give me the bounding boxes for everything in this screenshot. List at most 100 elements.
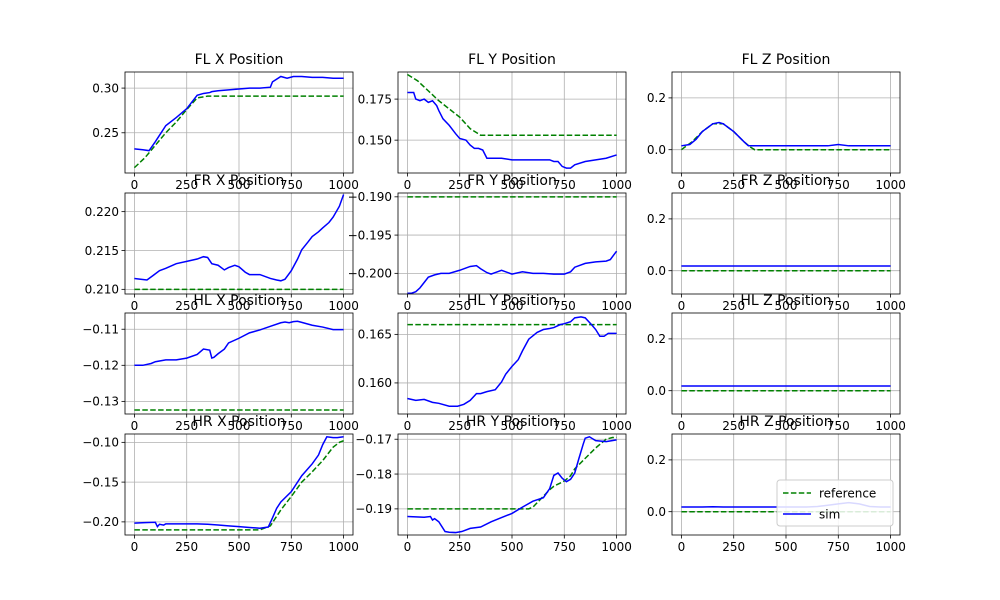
x-tick-label: 0	[678, 540, 686, 554]
x-tick-label: 0	[404, 299, 412, 313]
subplot-title: HL Y Position	[467, 293, 557, 309]
subplot-title: FR X Position	[194, 173, 285, 189]
x-tick-label: 500	[501, 540, 524, 554]
series-line-reference	[407, 73, 617, 136]
subplot-10: 0 250 500 750 1000 −0.17 −0.18 −0.19 HR Y Positi…	[355, 414, 632, 554]
y-tick-label: −0.12	[82, 359, 119, 373]
legend-label-reference: reference	[819, 487, 876, 501]
y-tick-label: 0.0	[647, 143, 666, 157]
x-tick-label: 250	[722, 178, 745, 192]
y-tick-label: −0.10	[82, 436, 119, 450]
y-tick-label: 0.210	[85, 283, 119, 297]
series-line-sim	[407, 435, 617, 534]
series-line-sim	[407, 250, 618, 294]
subplot-title: HR Y Position	[466, 414, 558, 430]
x-tick-label: 500	[228, 419, 251, 433]
subplot-title: HR Z Position	[739, 414, 832, 430]
y-tick-label: −0.18	[355, 467, 392, 481]
x-tick-label: 1000	[601, 419, 632, 433]
series-line-sim	[407, 316, 617, 407]
x-tick-label: 250	[448, 299, 471, 313]
subplot-7: 0 250 500 750 1000 0.160 0.165 HL Y Position	[358, 293, 632, 433]
subplot-0: 0 250 500 750 1000 0.25 0.30 FL X Position	[92, 52, 359, 192]
x-tick-label: 500	[775, 419, 798, 433]
subplot-title: FL X Position	[195, 52, 284, 68]
x-tick-label: 250	[722, 299, 745, 313]
y-tick-label: 0.0	[647, 384, 666, 398]
subplot-title: FR Y Position	[467, 173, 557, 189]
x-tick-label: 0	[404, 178, 412, 192]
x-tick-label: 250	[722, 419, 745, 433]
y-tick-label: 0.175	[358, 92, 392, 106]
series-line-reference	[134, 440, 344, 531]
y-tick-label: 0.165	[358, 328, 392, 342]
x-tick-label: 250	[175, 299, 198, 313]
series-line-sim	[681, 121, 891, 147]
y-tick-label: −0.195	[348, 228, 392, 242]
x-tick-label: 0	[131, 540, 139, 554]
x-tick-label: 0	[678, 299, 686, 313]
x-tick-label: 250	[175, 540, 198, 554]
series-line-sim	[134, 75, 344, 152]
x-tick-label: 1000	[328, 419, 359, 433]
x-tick-label: 1000	[601, 299, 632, 313]
x-tick-label: 0	[404, 419, 412, 433]
y-tick-label: −0.11	[82, 323, 119, 337]
y-tick-label: −0.15	[82, 475, 119, 489]
subplot-2: 0 250 500 750 1000 0.0 0.2 FL Z Position	[647, 52, 906, 192]
x-tick-label: 250	[448, 419, 471, 433]
x-tick-label: 500	[501, 419, 524, 433]
x-tick-label: 1000	[328, 178, 359, 192]
x-tick-label: 0	[131, 299, 139, 313]
x-tick-label: 250	[175, 419, 198, 433]
y-tick-label: −0.200	[348, 267, 392, 281]
y-tick-label: 0.0	[647, 505, 666, 519]
x-tick-label: 750	[280, 419, 303, 433]
series-line-sim	[134, 320, 344, 367]
subplot-3: 0 250 500 750 1000 0.210 0.215 0.220 FR X Positi…	[85, 173, 359, 313]
y-tick-label: 0.2	[647, 212, 666, 226]
subplot-1: 0 250 500 750 1000 0.150 0.175 FL Y Position	[358, 52, 632, 192]
x-tick-label: 500	[775, 299, 798, 313]
y-tick-label: −0.17	[355, 433, 392, 447]
subplot-title: FL Z Position	[742, 52, 831, 68]
y-tick-label: −0.19	[355, 502, 392, 516]
series-line-reference	[133, 95, 344, 169]
x-tick-label: 250	[448, 540, 471, 554]
x-tick-label: 750	[827, 299, 850, 313]
x-tick-label: 750	[553, 419, 576, 433]
x-tick-label: 1000	[601, 178, 632, 192]
subplot-8: 0 250 500 750 1000 0.0 0.2 HL Z Position	[647, 293, 906, 433]
y-tick-label: −0.13	[82, 395, 119, 409]
subplot-title: HL Z Position	[740, 293, 831, 309]
x-tick-label: 1000	[328, 299, 359, 313]
legend-label-sim: sim	[819, 508, 840, 522]
x-tick-label: 1000	[601, 540, 632, 554]
x-tick-label: 750	[553, 178, 576, 192]
x-tick-label: 750	[553, 540, 576, 554]
x-tick-label: 500	[228, 178, 251, 192]
subplot-6: 0 250 500 750 1000 −0.11 −0.12 −0.13 HL X Positi…	[82, 293, 359, 433]
subplot-title: FL Y Position	[468, 52, 556, 68]
x-tick-label: 0	[131, 178, 139, 192]
x-tick-label: 1000	[875, 178, 906, 192]
y-tick-label: 0.25	[92, 126, 119, 140]
subplot-grid: 0 250 500 750 1000 0.25 0.30 FL X Position 0 250 5…	[82, 52, 906, 554]
y-tick-label: 0.220	[85, 205, 119, 219]
x-tick-label: 500	[501, 178, 524, 192]
series-line-sim	[407, 91, 617, 169]
x-tick-label: 500	[501, 299, 524, 313]
y-tick-label: 0.2	[647, 332, 666, 346]
x-tick-label: 750	[553, 299, 576, 313]
legend: reference sim	[776, 479, 894, 527]
x-tick-label: 750	[827, 419, 850, 433]
x-tick-label: 500	[228, 540, 251, 554]
y-tick-label: 0.160	[358, 376, 392, 390]
x-tick-label: 0	[678, 178, 686, 192]
series-line-sim	[134, 194, 345, 282]
y-tick-label: 0.2	[647, 91, 666, 105]
x-tick-label: 1000	[875, 299, 906, 313]
x-tick-label: 0	[678, 419, 686, 433]
x-tick-label: 750	[280, 178, 303, 192]
